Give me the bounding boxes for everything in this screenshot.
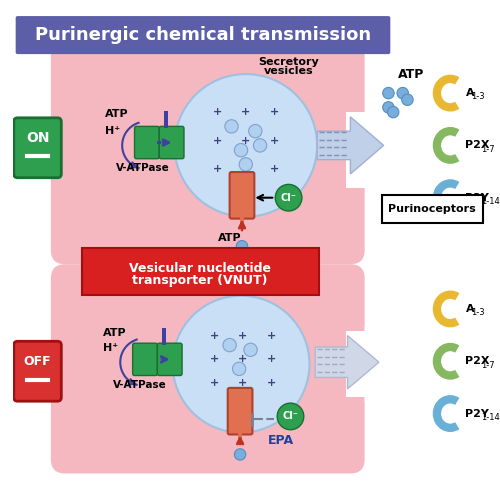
Circle shape [236,240,248,252]
Text: +: + [212,107,222,117]
Circle shape [388,106,399,118]
Text: 1-3: 1-3 [470,92,484,102]
Text: +: + [212,164,222,174]
Text: 1-14: 1-14 [481,197,500,206]
Polygon shape [317,117,384,174]
Text: +: + [238,354,248,364]
Circle shape [382,88,394,99]
Text: +: + [267,354,276,364]
FancyBboxPatch shape [51,264,364,474]
FancyBboxPatch shape [228,388,252,434]
Circle shape [254,138,266,152]
Text: Cl⁻: Cl⁻ [282,412,298,422]
Text: +: + [267,330,276,340]
Circle shape [234,144,248,157]
Circle shape [232,362,246,376]
Text: vesicles: vesicles [264,66,314,76]
FancyBboxPatch shape [346,331,374,398]
Text: ATP: ATP [398,68,424,80]
Text: H⁺: H⁺ [103,343,118,353]
Text: Cl⁻: Cl⁻ [280,192,296,202]
Circle shape [248,124,262,138]
Text: OFF: OFF [24,355,52,368]
FancyBboxPatch shape [51,41,364,264]
Text: V-ATPase: V-ATPase [116,163,170,173]
Wedge shape [364,112,403,188]
Text: +: + [210,354,219,364]
Text: Secretory: Secretory [258,56,319,66]
Text: 1-7: 1-7 [481,144,495,154]
Circle shape [172,296,310,432]
Text: V-ATPase: V-ATPase [112,380,166,390]
Circle shape [225,120,238,133]
Text: P2X: P2X [466,356,490,366]
Text: +: + [210,330,219,340]
Text: +: + [238,378,248,388]
Text: ON: ON [26,131,50,145]
Text: +: + [267,378,276,388]
FancyBboxPatch shape [158,343,182,376]
Text: +: + [241,164,250,174]
Wedge shape [364,326,403,402]
Text: P2X: P2X [466,140,490,150]
Bar [164,111,168,128]
Bar [162,328,166,345]
Text: H⁺: H⁺ [105,126,120,136]
Text: EPA: EPA [268,434,294,446]
Text: +: + [241,107,250,117]
Text: 1-14: 1-14 [481,413,500,422]
FancyBboxPatch shape [346,112,374,188]
Text: P2Y: P2Y [466,408,489,418]
FancyBboxPatch shape [132,343,158,376]
Text: A: A [466,304,474,314]
Text: Purinergic chemical transmission: Purinergic chemical transmission [35,26,371,44]
Circle shape [244,343,257,356]
Text: +: + [238,330,248,340]
Text: +: + [210,378,219,388]
FancyBboxPatch shape [14,118,62,178]
Text: +: + [270,136,279,145]
Text: Vesicular nucleotide: Vesicular nucleotide [129,262,271,274]
FancyBboxPatch shape [230,172,254,218]
Bar [158,140,161,144]
Circle shape [234,448,246,460]
Circle shape [382,102,394,113]
FancyBboxPatch shape [14,342,62,401]
Text: A: A [466,88,474,98]
Text: ATP: ATP [105,109,128,119]
FancyBboxPatch shape [82,248,319,294]
Circle shape [276,184,302,211]
Text: +: + [241,136,250,145]
Circle shape [402,94,413,106]
Text: ATP: ATP [103,328,127,338]
Text: 1-7: 1-7 [481,360,495,370]
Circle shape [223,338,236,351]
Circle shape [277,403,304,429]
Text: 1-3: 1-3 [470,308,484,318]
Text: transporter (VNUT): transporter (VNUT) [132,274,268,287]
FancyBboxPatch shape [160,126,184,158]
Text: P2Y: P2Y [466,192,489,202]
Circle shape [397,88,408,99]
FancyBboxPatch shape [382,195,482,224]
Text: +: + [270,107,279,117]
Text: Purinoceptors: Purinoceptors [388,204,476,214]
Text: ATP: ATP [218,232,242,242]
Text: +: + [270,164,279,174]
FancyBboxPatch shape [134,126,160,158]
Polygon shape [315,336,379,389]
Bar [238,432,242,445]
Bar [240,216,244,229]
Circle shape [174,74,317,217]
Circle shape [239,158,252,171]
Text: +: + [212,136,222,145]
FancyBboxPatch shape [16,16,390,54]
